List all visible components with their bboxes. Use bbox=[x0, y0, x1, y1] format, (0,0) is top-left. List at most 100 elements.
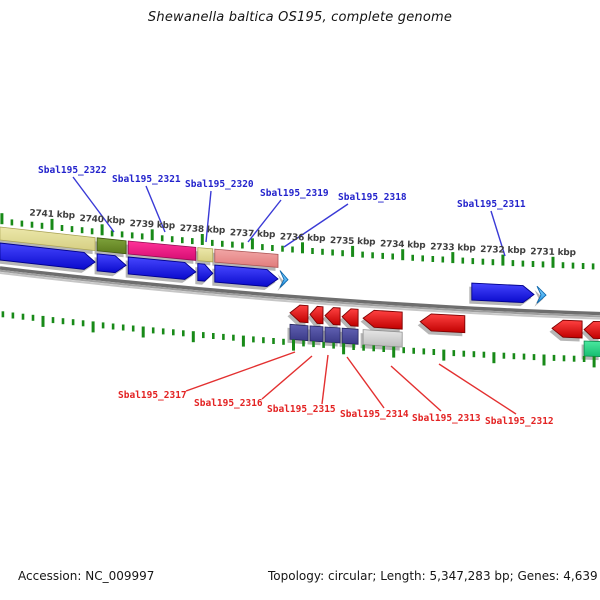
outer-tick bbox=[20, 220, 24, 227]
gene-arrow-unlabeled[interactable] bbox=[536, 285, 547, 304]
inner-tick bbox=[382, 346, 385, 352]
shadow bbox=[277, 274, 286, 291]
gene-arrow-Sbal195_2311[interactable] bbox=[471, 282, 535, 304]
cog-band-segment bbox=[214, 248, 279, 268]
gene-label-top[interactable]: Sbal195_2311 bbox=[457, 199, 526, 210]
outer-tick bbox=[70, 226, 74, 233]
inner-tick bbox=[111, 323, 115, 330]
gene-label-bottom[interactable]: Sbal195_2317 bbox=[118, 390, 187, 401]
inner-tick bbox=[252, 336, 255, 343]
gene-arrow-Sbal195_2316[interactable] bbox=[309, 305, 324, 325]
inner-tick bbox=[442, 349, 446, 361]
cog-band-segment bbox=[96, 237, 127, 255]
outer-tick bbox=[40, 222, 44, 229]
gene-arrow-Sbal195_2322[interactable] bbox=[96, 253, 127, 274]
outer-tick bbox=[481, 258, 485, 265]
inner-tick bbox=[1, 311, 5, 318]
gene-arrow-Sbal195_2313[interactable] bbox=[362, 309, 403, 330]
outer-tick bbox=[170, 236, 174, 243]
inner-tick bbox=[482, 351, 486, 358]
inner-tick bbox=[282, 338, 285, 345]
outer-tick bbox=[261, 244, 264, 251]
outer-tick bbox=[371, 252, 374, 259]
inner-tick bbox=[572, 355, 576, 362]
backbone bbox=[0, 266, 600, 320]
outer-tick bbox=[391, 253, 394, 260]
inner-tick bbox=[352, 344, 355, 350]
inner-tick bbox=[262, 337, 265, 344]
inner-tick bbox=[31, 314, 35, 321]
outer-tick bbox=[321, 248, 324, 255]
inner-tick bbox=[322, 341, 325, 348]
gene-label-bottom[interactable]: Sbal195_2316 bbox=[194, 398, 263, 409]
leader-line-top bbox=[490, 210, 506, 257]
outer-tick bbox=[291, 246, 294, 253]
inner-tick bbox=[202, 332, 205, 339]
outer-tick bbox=[401, 249, 405, 261]
inner-tick bbox=[562, 355, 566, 362]
outer-tick bbox=[381, 252, 384, 259]
gene-arrow-unlabeled[interactable] bbox=[583, 320, 600, 340]
inner-tick bbox=[302, 340, 305, 347]
ruler-ticks bbox=[0, 213, 596, 368]
cog-band-segment bbox=[362, 329, 403, 348]
leader-line-top bbox=[247, 199, 282, 243]
outer-tick bbox=[461, 257, 465, 264]
outer-tick bbox=[571, 262, 575, 269]
cog-band-segment bbox=[0, 226, 96, 252]
outer-tick bbox=[581, 263, 585, 269]
topology-length-genes-text: Topology: circular; Length: 5,347,283 bp… bbox=[268, 569, 598, 583]
gene-arrow-Sbal195_2321[interactable] bbox=[127, 256, 197, 280]
inner-tick bbox=[51, 317, 55, 324]
gene-label-top[interactable]: Sbal195_2321 bbox=[112, 174, 181, 185]
inner-tick bbox=[292, 339, 295, 351]
outer-tick bbox=[191, 238, 194, 245]
kbp-label: 2737 kbp bbox=[230, 228, 277, 240]
outer-tick bbox=[341, 250, 344, 257]
cog-band-segment bbox=[127, 240, 197, 261]
inner-tick bbox=[71, 319, 75, 326]
inner-tick bbox=[151, 327, 155, 334]
gene-arrow-Sbal195_2312[interactable] bbox=[419, 313, 466, 334]
gene-label-top[interactable]: Sbal195_2322 bbox=[38, 165, 107, 176]
outer-tick bbox=[231, 241, 234, 248]
gene-arrow-Sbal195_2319[interactable] bbox=[214, 264, 279, 287]
gene-arrow-Sbal195_2317[interactable] bbox=[289, 304, 309, 324]
inner-tick bbox=[121, 324, 125, 331]
gene-arrow-unlabeled[interactable] bbox=[551, 319, 583, 339]
ruler-labels: 2741 kbp 2740 kbp 2739 kbp 2738 kbp 2737 kbp… bbox=[29, 209, 577, 259]
outer-tick bbox=[100, 224, 104, 236]
outer-tick bbox=[250, 238, 254, 250]
inner-tick bbox=[61, 318, 65, 325]
accession-text: Accession: NC_009997 bbox=[18, 569, 155, 583]
inner-tick bbox=[492, 352, 496, 364]
gene-callouts: Sbal195_2322 Sbal195_2321 Sbal195_2320 Sbal… bbox=[38, 165, 554, 427]
outer-tick bbox=[0, 213, 4, 225]
cog-band-segment bbox=[583, 340, 600, 357]
gene-label-bottom[interactable]: Sbal195_2313 bbox=[412, 413, 481, 424]
gene-label-top[interactable]: Sbal195_2319 bbox=[260, 188, 329, 199]
inner-tick bbox=[542, 354, 546, 366]
kbp-label: 2741 kbp bbox=[29, 209, 76, 222]
inner-tick bbox=[141, 326, 145, 338]
gene-label-bottom[interactable]: Sbal195_2314 bbox=[340, 409, 409, 420]
leader-line-bottom bbox=[346, 356, 385, 409]
outer-tick bbox=[501, 254, 505, 266]
inner-tick bbox=[552, 354, 556, 361]
gene-arrow-Sbal195_2318[interactable] bbox=[279, 270, 289, 288]
gene-label-top[interactable]: Sbal195_2320 bbox=[185, 179, 254, 190]
leader-line-top bbox=[145, 185, 166, 233]
inner-tick bbox=[161, 328, 165, 335]
outer-tick bbox=[271, 245, 274, 251]
gene-arrow-Sbal195_2314[interactable] bbox=[341, 308, 359, 327]
gene-label-bottom[interactable]: Sbal195_2315 bbox=[267, 404, 336, 415]
gene-arrow-Sbal195_2320[interactable] bbox=[197, 263, 214, 282]
outer-tick bbox=[200, 234, 204, 245]
gene-label-bottom[interactable]: Sbal195_2312 bbox=[485, 416, 554, 427]
kbp-label: 2740 kbp bbox=[79, 214, 126, 227]
gene-label-top[interactable]: Sbal195_2318 bbox=[338, 192, 407, 203]
inner-tick bbox=[532, 354, 536, 361]
gene-arrow-unlabeled[interactable] bbox=[0, 242, 96, 270]
gene-arrow-Sbal195_2315[interactable] bbox=[324, 307, 341, 326]
